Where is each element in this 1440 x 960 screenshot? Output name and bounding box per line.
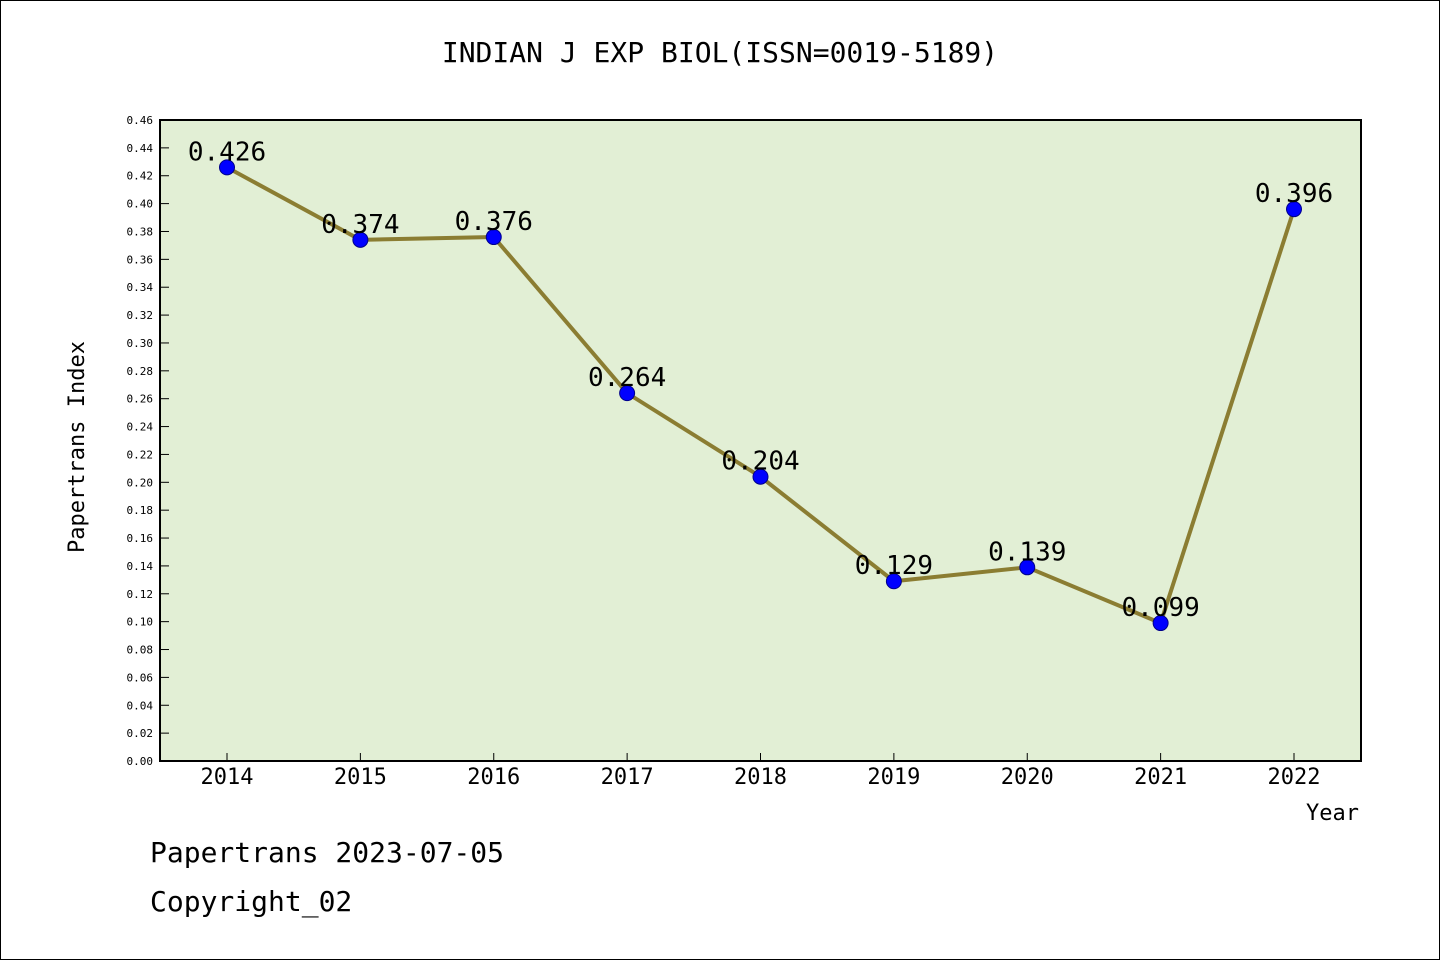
y-tick-label: 0.40 [127, 198, 154, 211]
x-tick-label: 2015 [334, 765, 387, 790]
data-point [352, 231, 369, 248]
x-tick-label: 2022 [1268, 765, 1321, 790]
data-label: 0.264 [588, 363, 666, 393]
data-point [885, 573, 902, 590]
y-tick-label: 0.06 [127, 671, 154, 684]
x-axis-label: Year [1306, 801, 1359, 826]
series-layer: 0.426 0.374 0.376 0.264 0.204 0.129 0.139 0.099… [188, 137, 1333, 632]
x-tick-label: 2018 [734, 765, 787, 790]
y-tick-label: 0.30 [127, 337, 154, 350]
y-tick-label: 0.10 [127, 616, 154, 629]
data-point [752, 468, 769, 485]
y-tick-label: 0.20 [127, 476, 154, 489]
y-tick-label: 0.08 [127, 644, 154, 657]
y-tick-label: 0.46 [127, 114, 154, 127]
y-tick-label: 0.02 [127, 727, 154, 740]
y-axis-ticks: 0.00 0.02 0.04 0.06 0.08 0.10 0.12 0.14 0.16 0.18… [127, 114, 169, 768]
data-point [619, 385, 636, 402]
data-point [485, 229, 502, 246]
data-label: 0.129 [855, 551, 933, 581]
data-label: 0.139 [988, 537, 1066, 567]
y-tick-label: 0.34 [127, 281, 154, 294]
y-tick-label: 0.14 [127, 560, 154, 573]
data-point [1019, 559, 1036, 576]
y-tick-label: 0.00 [127, 755, 154, 768]
y-tick-label: 0.24 [127, 421, 154, 434]
x-tick-label: 2020 [1001, 765, 1054, 790]
y-tick-label: 0.12 [127, 588, 154, 601]
x-tick-label: 2019 [867, 765, 920, 790]
x-tick-label: 2017 [601, 765, 654, 790]
y-tick-label: 0.32 [127, 309, 154, 322]
y-tick-label: 0.38 [127, 225, 154, 238]
data-label: 0.204 [721, 447, 799, 477]
y-tick-label: 0.26 [127, 393, 154, 406]
x-tick-label: 2016 [467, 765, 520, 790]
y-tick-label: 0.42 [127, 170, 154, 183]
footer-copyright-text: Copyright_02 [150, 885, 353, 918]
data-label: 0.396 [1255, 179, 1333, 209]
footer-date-text: Papertrans 2023-07-05 [150, 836, 505, 869]
data-point [219, 159, 235, 176]
chart-title: INDIAN J EXP BIOL(ISSN=0019-5189) [441, 36, 999, 69]
y-tick-label: 0.18 [127, 504, 154, 517]
y-tick-label: 0.22 [127, 448, 154, 461]
plot-area [159, 119, 1362, 762]
x-axis-ticks: 2014 2015 2016 2017 2018 2019 2020 2021 2022 [201, 753, 1321, 790]
y-tick-label: 0.16 [127, 532, 154, 545]
x-tick-label: 2021 [1134, 765, 1187, 790]
data-label: 0.099 [1121, 593, 1199, 623]
data-label: 0.376 [455, 207, 533, 237]
y-tick-label: 0.36 [127, 253, 154, 266]
x-tick-label: 2014 [201, 765, 254, 790]
y-tick-label: 0.04 [127, 699, 154, 712]
y-tick-label: 0.28 [127, 365, 154, 378]
data-label: 0.426 [188, 137, 266, 167]
y-tick-label: 0.44 [127, 142, 154, 155]
data-point [1152, 615, 1169, 632]
y-axis-label: Papertrans Index [65, 341, 90, 553]
data-point [1286, 201, 1302, 218]
data-label: 0.374 [321, 210, 399, 240]
